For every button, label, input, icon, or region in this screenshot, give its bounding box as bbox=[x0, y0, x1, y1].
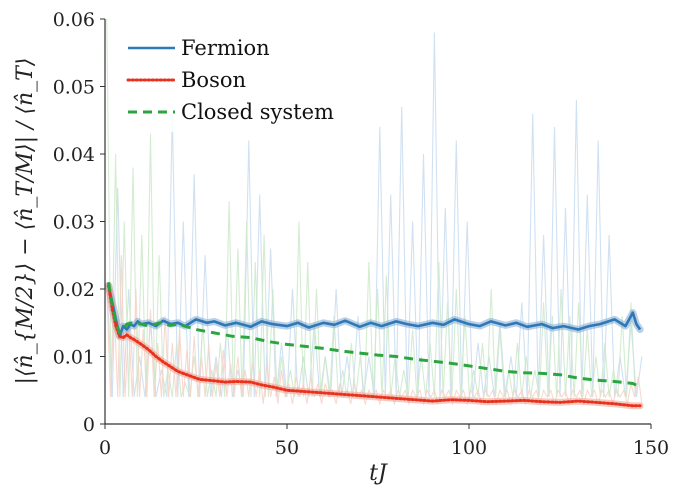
background-trace-1 bbox=[106, 18, 636, 398]
series-line-boson bbox=[107, 284, 642, 408]
legend-label-boson: Boson bbox=[181, 68, 246, 92]
x-tick-label: 100 bbox=[451, 437, 487, 459]
x-ticks: 0 50 100 150 bbox=[99, 424, 669, 459]
y-axis-label: |⟨n̂_{M/2}⟩ − ⟨n̂_T/M⟩| / ⟨n̂_T⟩ bbox=[13, 58, 38, 385]
legend-label-closed-system: Closed system bbox=[181, 100, 334, 124]
x-tick-label: 150 bbox=[633, 437, 669, 459]
x-axis-label: tJ bbox=[369, 461, 388, 486]
y-tick-label: 0.06 bbox=[53, 9, 95, 31]
x-tick-label: 50 bbox=[275, 437, 299, 459]
y-tick-label: 0.03 bbox=[53, 212, 95, 234]
y-tick-label: 0 bbox=[83, 414, 95, 436]
y-tick-label: 0.01 bbox=[53, 347, 95, 369]
legend: Fermion Boson Closed system bbox=[116, 28, 352, 132]
y-ticks: 0 0.01 0.02 0.03 0.04 0.05 0.06 bbox=[53, 9, 105, 436]
legend-label-fermion: Fermion bbox=[181, 36, 270, 60]
y-tick-label: 0.05 bbox=[53, 77, 95, 99]
series-line-closed-system bbox=[107, 282, 641, 389]
y-tick-label: 0.04 bbox=[53, 144, 95, 166]
x-tick-label: 0 bbox=[99, 437, 111, 459]
series-lines bbox=[107, 282, 642, 408]
y-tick-label: 0.02 bbox=[53, 279, 95, 301]
